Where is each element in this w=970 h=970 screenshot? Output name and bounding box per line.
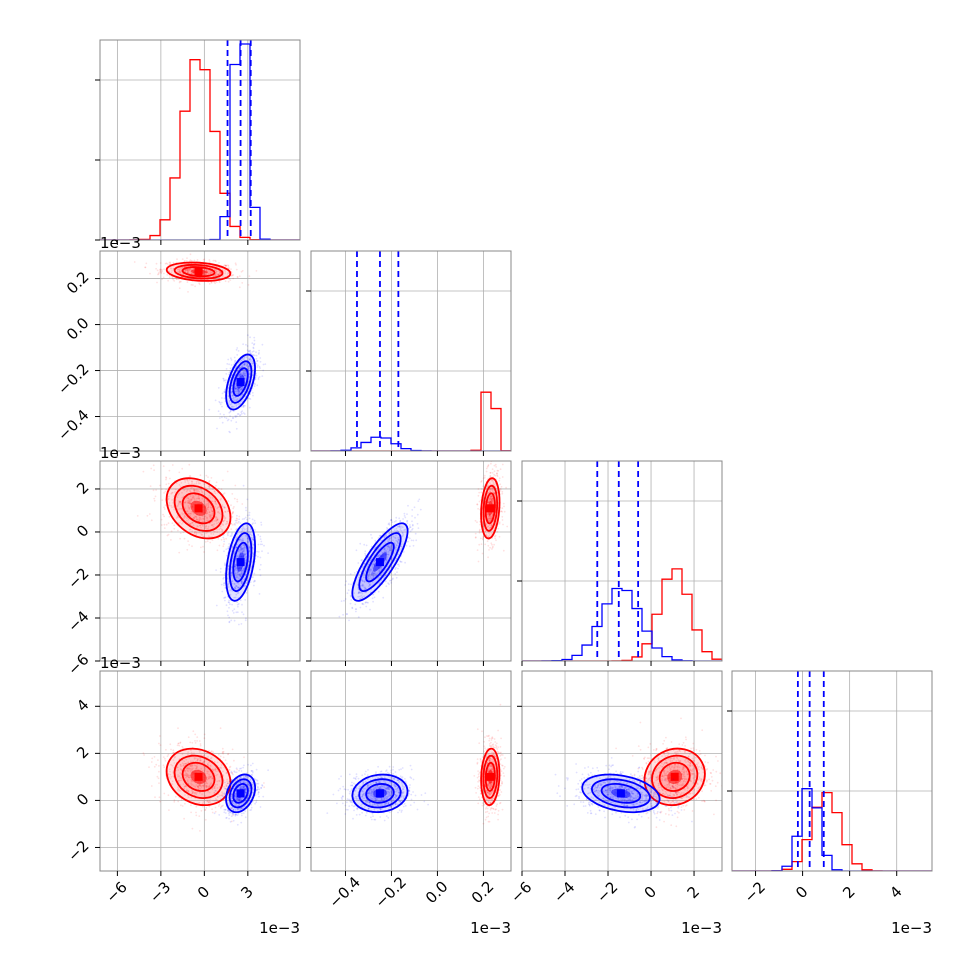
y-tick-label: 0 [73,790,92,809]
y-tick-label: −2 [64,564,92,592]
panel-frame [310,460,512,662]
red-histogram-2 [522,568,722,661]
gridlines [100,251,300,451]
y-tick-label: 0.0 [63,314,93,344]
blue-peak-3-0 [236,789,245,798]
x-offset-label: 1e−3 [470,919,511,937]
gridlines [311,461,511,661]
blue-peak-2-1 [375,558,384,567]
x-tick-label: 0 [641,883,660,902]
x-offset-label: 1e−3 [259,919,300,937]
red-histogram-1 [311,391,511,451]
scatter-panel-2-1 [310,460,512,662]
panel-frame [310,670,512,872]
x-tick-label: −3 [146,878,174,906]
y-tick-label: 2 [73,478,92,497]
hist-panel-2-2 [521,460,723,662]
x-tick-label: −2 [593,878,621,906]
scatter-panel-3-0 [99,670,301,872]
blue-histogram-0 [100,43,300,240]
y-offset-label: 1e−3 [100,654,141,672]
blue-peak-2-0 [236,558,245,567]
panel-frame [731,670,933,872]
x-tick-label: 2 [684,883,703,902]
y-tick-label: −0.2 [54,360,92,398]
y-tick-label: −2 [64,837,92,865]
hist-panel-3-3 [731,670,933,872]
x-tick-label: −0.4 [326,873,364,911]
y-tick-label: −4 [64,607,92,635]
blue-peak-3-1 [375,789,384,798]
panel-frame [99,250,301,452]
x-tick-label: −2 [741,878,769,906]
gridlines [100,671,300,871]
x-tick-label: −4 [550,878,578,906]
x-tick-label: 0 [194,883,213,902]
gridlines [311,251,511,451]
x-offset-label: 1e−3 [891,919,932,937]
x-tick-label: 0.2 [468,877,498,907]
panel-frame [99,39,301,241]
y-tick-label: 0.2 [63,268,93,298]
panel-frame [99,670,301,872]
x-tick-label: 2 [839,883,858,902]
hist-panel-1-1 [310,250,512,452]
panel-frame [521,670,723,872]
red-peak-2-1 [486,504,495,513]
scatter-panel-2-0 [99,460,301,662]
red-peak-2-0 [194,504,203,513]
hist-panel-0-0 [99,39,301,241]
panel-frame [99,460,301,662]
blue-peak-1-0 [236,378,245,387]
red-peak-3-2 [670,772,679,781]
y-tick-label: 4 [73,696,92,715]
gridlines [100,40,300,240]
gridlines [732,671,932,871]
gridlines [522,461,722,661]
y-tick-label: 0 [73,521,92,540]
panel-frame [310,250,512,452]
x-tick-label: −0.2 [372,873,410,911]
y-tick-label: −0.4 [54,406,92,444]
scatter-panel-3-2 [521,670,723,872]
blue-peak-3-2 [616,789,625,798]
x-tick-label: −6 [102,878,130,906]
x-tick-label: 0.0 [422,877,452,907]
scatter-panel-1-0 [99,250,301,452]
panel-frame [521,460,723,662]
x-offset-label: 1e−3 [681,919,722,937]
x-tick-label: 4 [886,883,905,902]
y-offset-label: 1e−3 [100,234,141,252]
y-offset-label: 1e−3 [100,444,141,462]
x-tick-label: 3 [237,883,256,902]
y-tick-label: 2 [73,743,92,762]
x-tick-label: 0 [792,883,811,902]
x-tick-label: −6 [507,878,535,906]
red-peak-3-0 [194,772,203,781]
scatter-panel-3-1 [310,670,512,872]
red-peak-1-0 [194,267,203,276]
y-tick-label: −6 [64,650,92,678]
red-peak-3-1 [486,772,495,781]
red-histogram-0 [100,59,300,240]
